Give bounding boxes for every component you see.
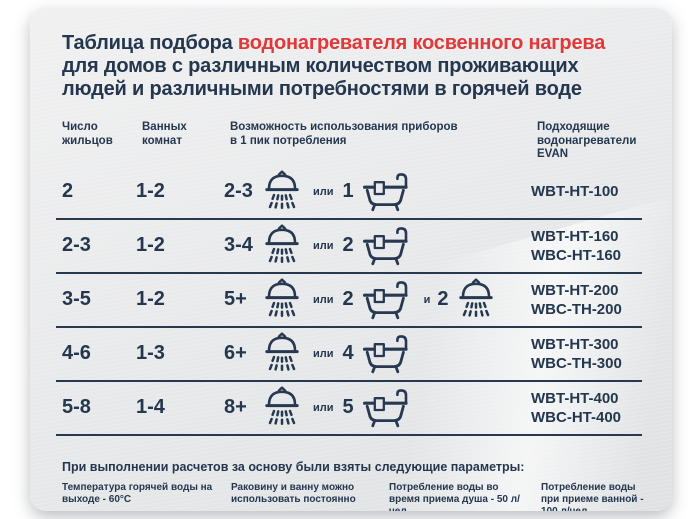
model-name: WBT-HT-100	[531, 183, 619, 200]
title-highlight: водонагревателя косвенного нагрева	[237, 32, 606, 54]
table-header: Число жильцов Ванных комнат Возможность …	[62, 121, 648, 162]
and-label: и	[423, 293, 431, 306]
table-row: 4-6 1-3 6+ или 4 WBT-HT-300 WBC-TH-300	[56, 328, 642, 382]
bathrooms-cell: 1-3	[136, 342, 165, 364]
table-row: 3-5 1-2 5+ или 2 и 2 WBT-HT-200 WB	[56, 274, 642, 328]
bathrooms-cell: 1-2	[136, 288, 165, 310]
column-header-residents: Число жильцов	[62, 121, 113, 147]
shower-count: 2-3	[224, 180, 253, 202]
models-cell: WBT-HT-160 WBC-HT-160	[531, 227, 642, 265]
or-label: или	[313, 293, 334, 306]
shower-count: 5+	[224, 288, 247, 310]
models-cell: WBT-HT-400 WBC-HT-400	[531, 389, 642, 427]
model-name: WBT-HT-300	[531, 335, 619, 353]
footer-note-shower-consumption: Потребление воды во время приема душа - …	[389, 481, 520, 512]
bathtub-icon	[362, 226, 408, 265]
bath-count: 2	[342, 288, 354, 310]
bathtub-icon	[362, 388, 408, 427]
footer-notes: Температура горячей воды на выходе - 60°…	[62, 482, 654, 512]
shower-icon	[265, 331, 299, 371]
usage-cell: 3-4 или 2	[224, 223, 531, 269]
or-label: или	[313, 185, 334, 198]
bath-count: 5	[342, 396, 354, 418]
or-label: или	[313, 239, 334, 252]
shower-icon	[265, 223, 299, 263]
shower-icon	[265, 385, 299, 425]
models-cell: WBT-HT-300 WBC-TH-300	[531, 335, 642, 373]
column-header-heaters: Подходящие водонагреватели EVAN	[537, 121, 637, 160]
residents-cell: 4-6	[62, 342, 91, 364]
title-line-2: для домов с различным количеством прожив…	[62, 55, 579, 77]
usage-cell: 2-3 или 1	[224, 169, 531, 215]
extra-shower-count: 2	[437, 288, 449, 310]
page-title: Таблица подбора водонагревателя косвенно…	[62, 32, 646, 101]
title-lead: Таблица подбора	[62, 32, 238, 54]
shower-count: 6+	[224, 342, 247, 364]
table-row: 5-8 1-4 8+ или 5 WBT-HT-400 WBC-HT-400	[56, 382, 642, 436]
footer-note-sink-bath: Раковину и ванну можно использовать пост…	[231, 481, 356, 505]
title-line-1: Таблица подбора водонагревателя косвенно…	[62, 32, 646, 55]
bath-count: 1	[342, 180, 354, 202]
bath-count: 2	[342, 234, 354, 256]
bathrooms-cell: 1-2	[136, 180, 165, 202]
usage-cell: 5+ или 2 и 2	[224, 277, 531, 323]
table-row: 2-3 1-2 3-4 или 2 WBT-HT-160 WBC-HT-160	[56, 220, 642, 274]
footer-note-temperature: Температура горячей воды на выходе - 60°…	[62, 481, 213, 505]
residents-cell: 3-5	[62, 288, 91, 310]
selection-table: 2 1-2 2-3 или 1 WBT-HT-100 2-3	[56, 166, 642, 436]
residents-cell: 2	[62, 180, 74, 202]
bathtub-icon	[362, 334, 408, 373]
shower-count: 3-4	[224, 234, 253, 256]
shower-count: 8+	[224, 396, 247, 418]
shower-icon	[265, 169, 299, 209]
title-line-3: людей и различными потребностями в горяч…	[62, 78, 582, 100]
model-name: WBC-HT-400	[531, 408, 622, 426]
model-name: WBT-HT-200	[531, 281, 619, 299]
shower-icon	[265, 277, 299, 317]
column-header-bathrooms: Ванных комнат	[142, 121, 187, 147]
footer-note-bath-consumption: Потребление воды при приеме ванной - 100…	[541, 481, 644, 512]
column-header-usage: Возможность использования приборов в 1 п…	[230, 121, 458, 147]
model-name: WBC-HT-160	[531, 246, 622, 264]
model-name: WBT-HT-400	[531, 389, 619, 407]
residents-cell: 5-8	[62, 396, 91, 418]
model-name: WBC-TH-200	[531, 300, 622, 318]
card: Таблица подбора водонагревателя косвенно…	[30, 8, 672, 511]
shower-icon	[458, 277, 493, 317]
models-cell: WBT-HT-100	[531, 182, 642, 201]
bath-count: 4	[342, 342, 354, 364]
or-label: или	[313, 347, 334, 360]
footer-heading: При выполнении расчетов за основу были в…	[62, 459, 525, 474]
model-name: WBC-TH-300	[531, 354, 622, 372]
bathrooms-cell: 1-2	[136, 234, 165, 256]
bathrooms-cell: 1-4	[136, 396, 165, 418]
models-cell: WBT-HT-200 WBC-TH-200	[531, 281, 642, 319]
usage-cell: 6+ или 4	[224, 331, 531, 377]
table-row: 2 1-2 2-3 или 1 WBT-HT-100	[56, 166, 642, 220]
bathtub-icon	[362, 280, 408, 319]
model-name: WBT-HT-160	[531, 227, 619, 245]
residents-cell: 2-3	[62, 234, 91, 256]
usage-cell: 8+ или 5	[224, 385, 531, 431]
bathtub-icon	[362, 172, 408, 211]
or-label: или	[313, 401, 334, 414]
